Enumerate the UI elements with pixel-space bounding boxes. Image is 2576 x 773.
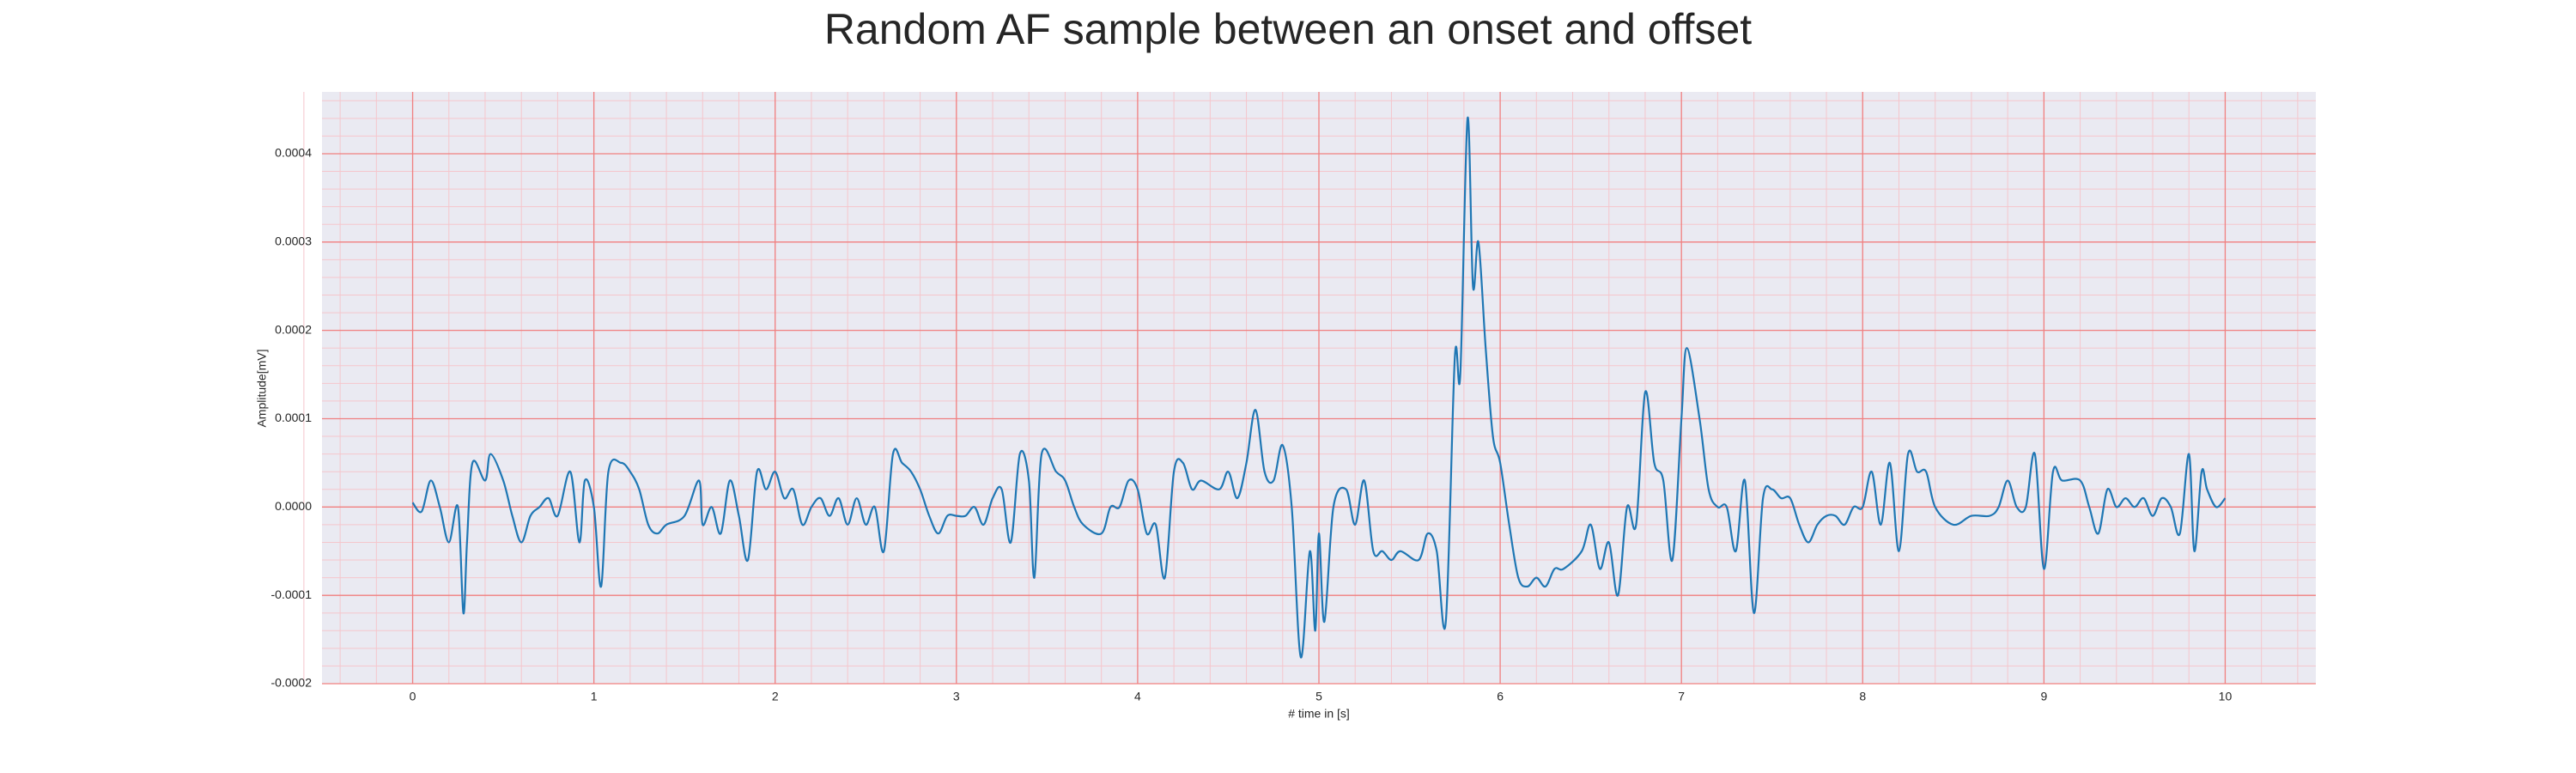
x-tick-label: 5 (1315, 690, 1322, 703)
x-tick-label: 10 (2219, 690, 2233, 703)
y-tick-label: 0.0002 (275, 322, 312, 336)
y-axis-label: Amplitude[mV] (255, 349, 269, 427)
x-tick-label: 6 (1497, 690, 1504, 703)
x-tick-label: 1 (591, 690, 598, 703)
y-tick-label: -0.0002 (271, 676, 313, 690)
y-tick-label: -0.0001 (271, 587, 313, 601)
x-tick-label: 3 (953, 690, 960, 703)
y-tick-label: 0.0003 (275, 234, 312, 248)
x-axis-label: # time in [s] (1288, 707, 1350, 721)
x-tick-label: 0 (410, 690, 416, 703)
x-tick-label: 9 (2040, 690, 2047, 703)
signal-line (411, 116, 2227, 659)
x-tick-label: 7 (1678, 690, 1685, 703)
chart-title: Random AF sample between an onset and of… (824, 5, 1752, 53)
x-tick-label: 2 (772, 690, 779, 703)
x-tick-label: 8 (1859, 690, 1866, 703)
y-tick-label: 0.0001 (275, 411, 312, 424)
y-tick-label: 0.0004 (275, 146, 312, 160)
x-tick-label: 4 (1134, 690, 1141, 703)
y-tick-label: 0.0000 (275, 499, 312, 513)
